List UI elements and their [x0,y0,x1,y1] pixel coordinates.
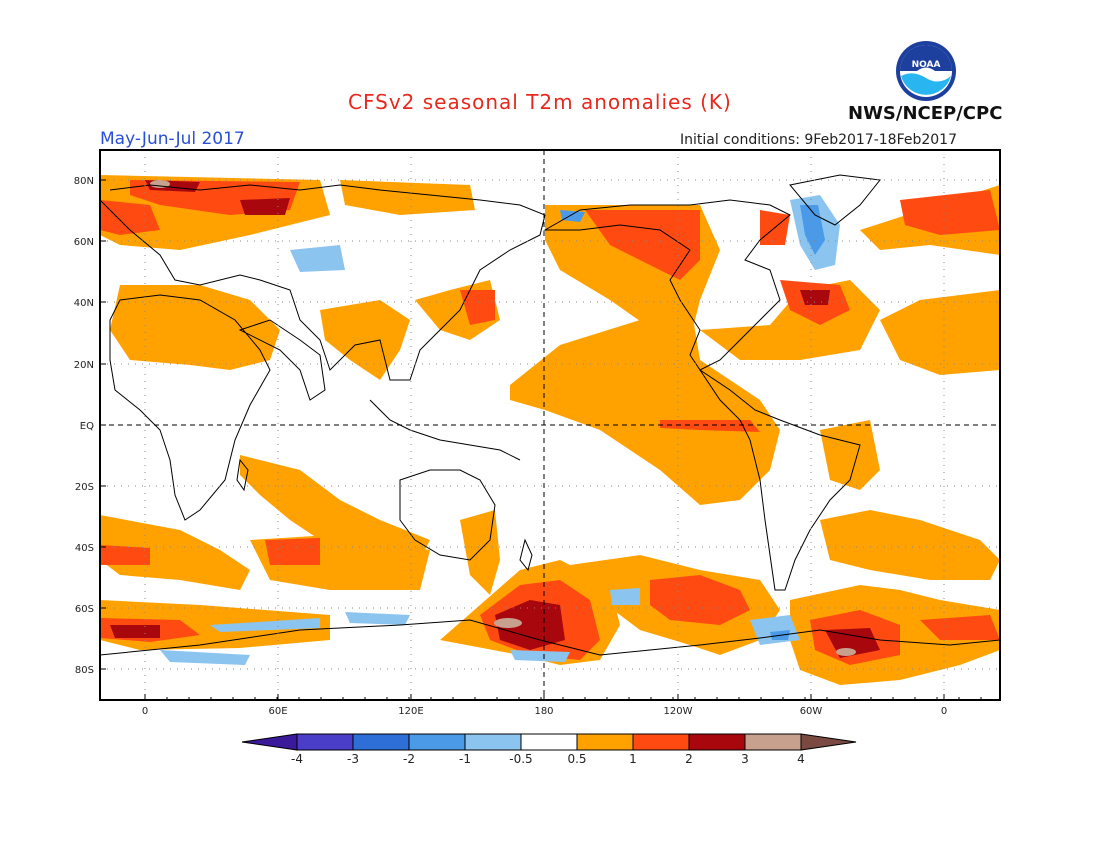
lat-label: 20N [74,360,94,371]
lon-label: 60W [800,706,823,717]
lon-label: 120E [398,706,423,717]
colorbar: -4 -3 -2 -1 -0.5 0.5 1 2 3 4 [241,733,857,766]
colorbar-tick-label: -2 [403,752,415,766]
colorbar-segment [576,733,634,751]
colorbar-segment [408,733,466,751]
lat-label: 60S [75,604,94,615]
logo-text: NOAA [912,60,941,70]
lat-label: 80S [75,665,94,676]
colorbar-segment [632,733,690,751]
lat-label: 40S [75,543,94,554]
colorbar-segment [520,733,578,751]
longitude-labels: 0 60E 120E 180 120W 60W 0 [142,694,982,717]
colorbar-tick-label: -0.5 [509,752,532,766]
lat-label: 60N [74,237,94,248]
colorbar-tick-label: 2 [685,752,693,766]
lat-label: 80N [74,176,94,187]
colorbar-segment [352,733,410,751]
colorbar-low-arrow [241,733,298,751]
initial-conditions: Initial conditions: 9Feb2017-18Feb2017 [680,132,957,148]
agency-label: NWS/NCEP/CPC [848,103,1003,124]
colorbar-tick-label: 3 [741,752,749,766]
colorbar-tick-label: -4 [291,752,303,766]
lon-label: 120W [664,706,693,717]
colorbar-segment [296,733,354,751]
lat-label: EQ [80,421,94,432]
anomaly-shading [100,174,1000,685]
colorbar-segment [744,733,802,751]
colorbar-tick-label: 0.5 [567,752,586,766]
lat-label: 40N [74,298,94,309]
lat-label: 20S [75,482,94,493]
noaa-logo: NOAA [896,41,956,101]
colorbar-tick-label: 1 [629,752,637,766]
lon-label: 0 [142,706,148,717]
forecast-period: May-Jun-Jul 2017 [100,129,245,149]
lon-label: 0 [941,706,947,717]
lon-label: 60E [268,706,287,717]
grid-lines [100,150,1000,700]
coastlines [100,174,1000,656]
map-title: CFSv2 seasonal T2m anomalies (K) [348,90,732,114]
colorbar-high-arrow [800,733,857,751]
colorbar-segment [464,733,522,751]
colorbar-segment [688,733,746,751]
colorbar-tick-label: 4 [797,752,805,766]
colorbar-tick-label: -3 [347,752,359,766]
latitude-labels: 80N 60N 40N 20N EQ 20S 40S 60S 80S [74,176,106,676]
colorbar-tick-label: -1 [459,752,471,766]
lon-label: 180 [534,706,553,717]
